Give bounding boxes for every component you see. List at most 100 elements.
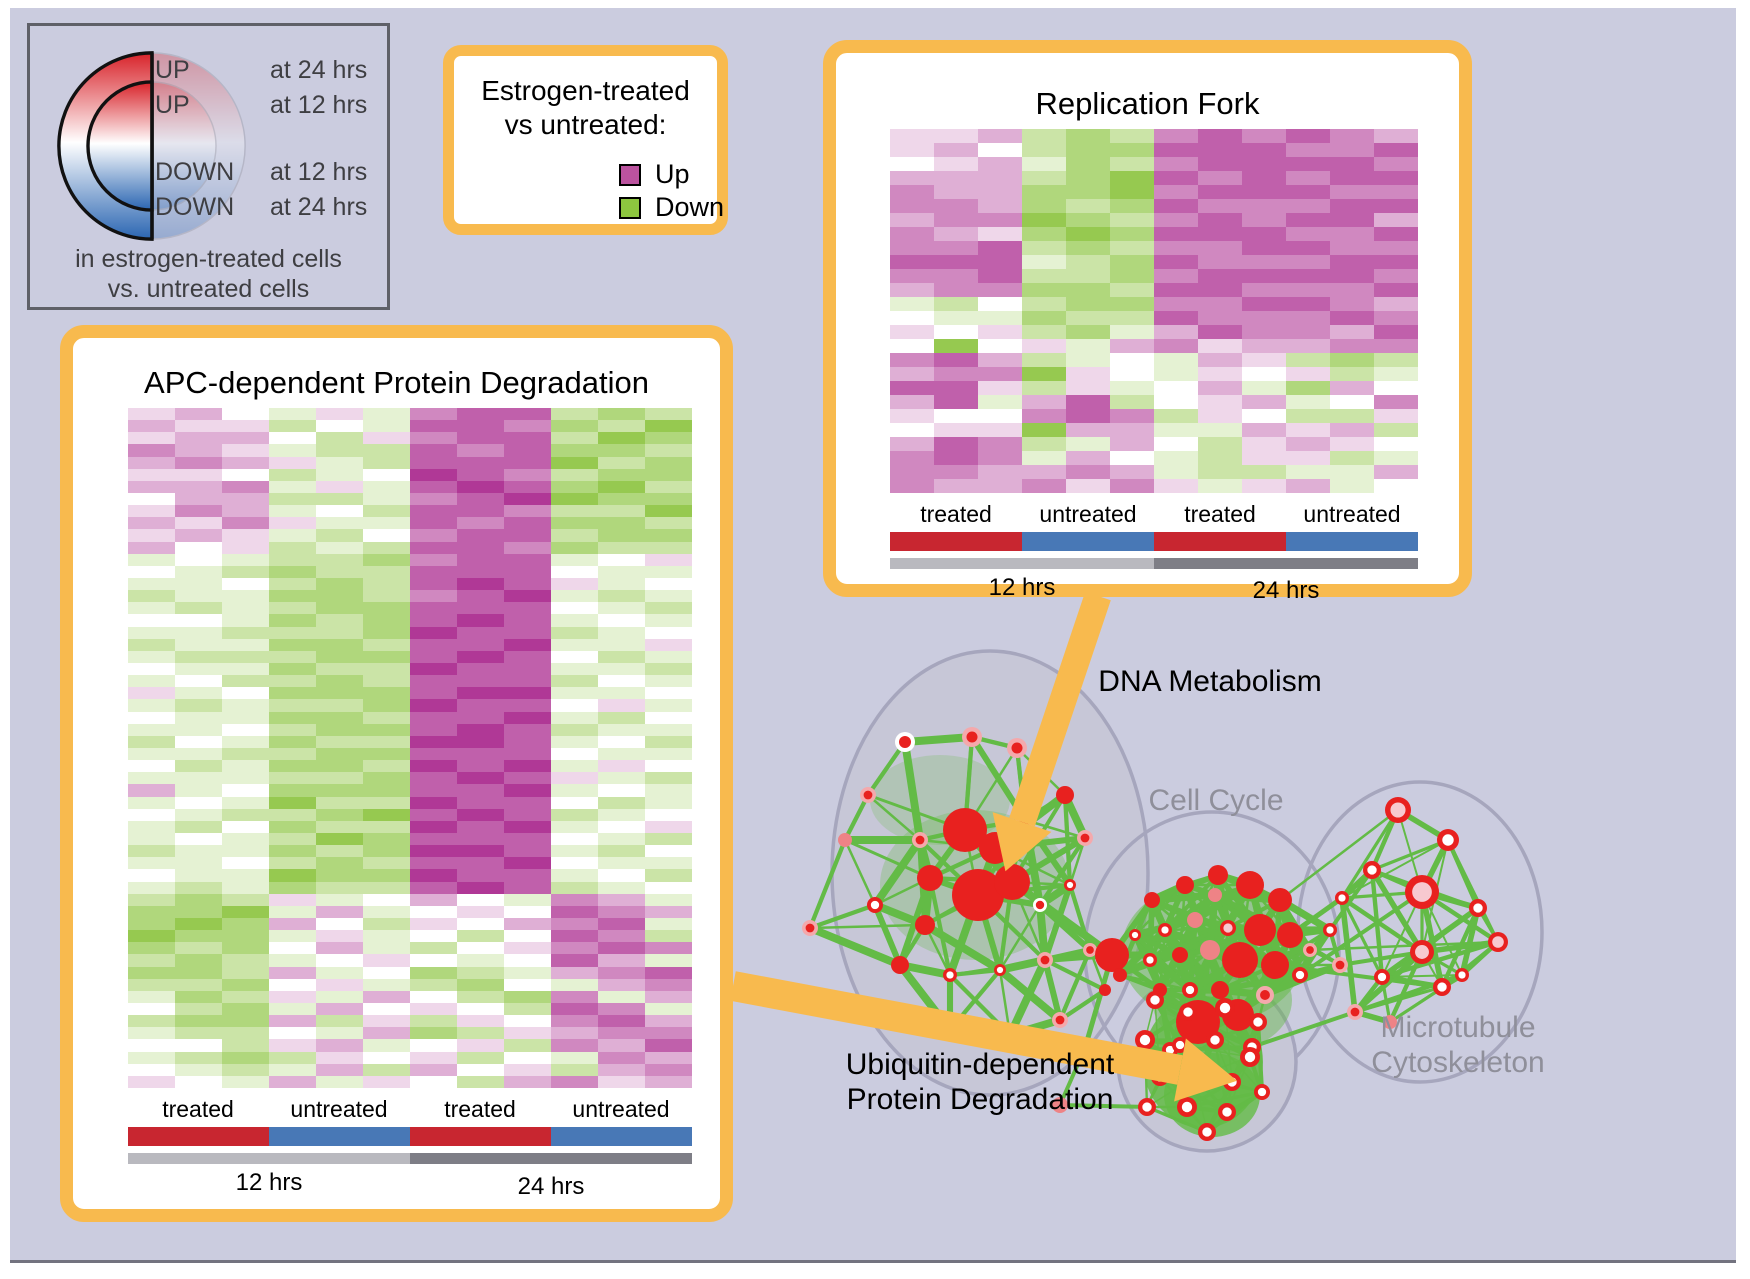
heatmap-cell bbox=[645, 760, 692, 773]
heatmap-cell bbox=[128, 711, 175, 724]
heatmap-cell bbox=[551, 893, 598, 906]
heatmap-cell bbox=[1154, 367, 1198, 381]
heatmap-cell bbox=[598, 723, 645, 736]
heatmap-cell bbox=[457, 408, 504, 421]
heatmap-cell bbox=[128, 541, 175, 554]
heatmap-cell bbox=[316, 893, 363, 906]
heatmap-cell bbox=[645, 553, 692, 566]
heatmap-cell bbox=[128, 990, 175, 1003]
heatmap-cell bbox=[175, 942, 222, 955]
heatmap-cell bbox=[598, 1039, 645, 1052]
heatmap-cell bbox=[551, 529, 598, 542]
heatmap-cell bbox=[645, 833, 692, 846]
heatmap-cell bbox=[551, 650, 598, 663]
heatmap-cell bbox=[1198, 409, 1242, 423]
network-node bbox=[838, 833, 852, 847]
heatmap-cell bbox=[363, 420, 410, 433]
heatmap-cell bbox=[175, 918, 222, 931]
heatmap-cell bbox=[598, 420, 645, 433]
heatmap-cell bbox=[504, 796, 551, 809]
heatmap-cell bbox=[128, 796, 175, 809]
network-edge bbox=[1459, 907, 1481, 976]
heatmap-cell bbox=[363, 966, 410, 979]
heatmap-cell bbox=[598, 990, 645, 1003]
heatmap-cell bbox=[551, 1051, 598, 1064]
heatmap-cell bbox=[222, 1003, 269, 1016]
heatmap-cell bbox=[1242, 353, 1286, 367]
heatmap-cell bbox=[1330, 395, 1374, 409]
heatmap-cell bbox=[222, 675, 269, 688]
heatmap-cell bbox=[598, 626, 645, 639]
heatmap-cell bbox=[1198, 283, 1242, 297]
cluster-label: DNA Metabolism bbox=[1098, 665, 1321, 698]
network-node-core bbox=[946, 971, 954, 979]
heatmap-cell bbox=[410, 760, 457, 773]
heatmap-cell bbox=[551, 687, 598, 700]
heatmap-cell bbox=[598, 553, 645, 566]
heatmap-cell bbox=[457, 1051, 504, 1064]
heatmap-cell bbox=[1286, 367, 1330, 381]
heatmap-cell bbox=[598, 1051, 645, 1064]
heatmap-cell bbox=[175, 735, 222, 748]
heatmap-cell bbox=[890, 353, 934, 367]
network-node-core bbox=[1326, 926, 1334, 934]
legend-time: at 24 hrs bbox=[270, 56, 368, 84]
heatmap-cell bbox=[504, 833, 551, 846]
heatmap-cell bbox=[504, 553, 551, 566]
heatmap-cell bbox=[128, 699, 175, 712]
heatmap-cell bbox=[1022, 381, 1066, 395]
heatmap-cell bbox=[890, 269, 934, 283]
heatmap-cell bbox=[457, 918, 504, 931]
heatmap-cell bbox=[363, 760, 410, 773]
heatmap-cell bbox=[551, 675, 598, 688]
network-edge bbox=[867, 794, 921, 841]
heatmap-cell bbox=[978, 479, 1022, 493]
heatmap-cell bbox=[504, 626, 551, 639]
heatmap-cell bbox=[1066, 269, 1110, 283]
heatmap-cell bbox=[1110, 353, 1154, 367]
heatmap-cell bbox=[551, 869, 598, 882]
heatmap-cell bbox=[978, 353, 1022, 367]
heatmap-cell bbox=[457, 505, 504, 518]
heatmap-cell bbox=[269, 529, 316, 542]
heatmap-cell bbox=[1374, 325, 1418, 339]
heatmap-cell bbox=[598, 978, 645, 991]
heatmap-cell bbox=[890, 227, 934, 241]
heatmap-cell bbox=[978, 395, 1022, 409]
network-node-core bbox=[915, 835, 925, 845]
heatmap-cell bbox=[128, 493, 175, 506]
heatmap-cell bbox=[222, 432, 269, 445]
heatmap-cell bbox=[1286, 199, 1330, 213]
network-edge bbox=[1381, 974, 1463, 978]
heatmap-cell bbox=[934, 129, 978, 143]
heatmap-cell bbox=[645, 857, 692, 870]
group-label-treated: treated bbox=[444, 1096, 516, 1122]
heatmap-cell bbox=[1198, 241, 1242, 255]
network-node bbox=[1211, 981, 1229, 999]
network-edge bbox=[809, 904, 876, 929]
network-node-core bbox=[1367, 865, 1377, 875]
heatmap-cell bbox=[269, 578, 316, 591]
heatmap-cell bbox=[504, 578, 551, 591]
heatmap-cell bbox=[551, 930, 598, 943]
heatmap-cell bbox=[1066, 157, 1110, 171]
heatmap-cell bbox=[128, 1039, 175, 1052]
heatmap-cell bbox=[128, 468, 175, 481]
heatmap-cell bbox=[269, 1015, 316, 1028]
heatmap-cell bbox=[316, 796, 363, 809]
heatmap-cell bbox=[175, 663, 222, 676]
heatmap-cell bbox=[504, 966, 551, 979]
heatmap-cell bbox=[934, 451, 978, 465]
heatmap-cell bbox=[410, 905, 457, 918]
heatmap-cell bbox=[222, 942, 269, 955]
heatmap-cell bbox=[598, 444, 645, 457]
heatmap-cell bbox=[1110, 325, 1154, 339]
heatmap-cell bbox=[551, 553, 598, 566]
heatmap-cell bbox=[410, 456, 457, 469]
heatmap-cell bbox=[175, 638, 222, 651]
heatmap-cell bbox=[1242, 423, 1286, 437]
heatmap-cell bbox=[1022, 171, 1066, 185]
heatmap-cell bbox=[128, 857, 175, 870]
heatmap-cell bbox=[457, 723, 504, 736]
network-edge bbox=[808, 839, 847, 929]
